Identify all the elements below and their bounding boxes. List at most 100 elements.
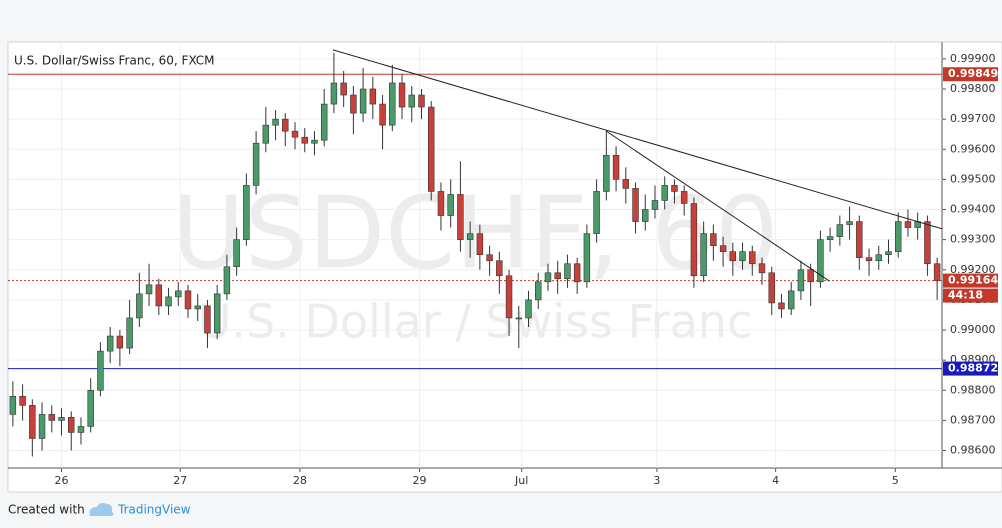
- price-label: 0.99849: [948, 67, 998, 80]
- candle-body: [719, 245, 727, 252]
- trend-line: [332, 49, 943, 230]
- y-tick-label: 0.99900: [950, 52, 996, 65]
- candle-body: [418, 94, 425, 108]
- candle-body: [573, 263, 581, 283]
- candle-body: [165, 296, 172, 307]
- candle-body: [612, 154, 620, 180]
- candle-body: [787, 290, 795, 310]
- x-tick-label: 28: [293, 474, 307, 487]
- candle-body: [97, 350, 104, 391]
- y-tick-label: 0.99200: [950, 263, 996, 276]
- x-tick-label: 27: [173, 474, 187, 487]
- candle-body: [583, 233, 591, 283]
- candle-body: [856, 221, 863, 259]
- candle-body: [155, 284, 163, 307]
- footer-brand[interactable]: TradingView: [117, 503, 191, 517]
- candle-body: [301, 136, 308, 144]
- y-tick-label: 0.98600: [950, 444, 996, 457]
- candle-body: [291, 130, 299, 138]
- candle-body: [836, 224, 844, 237]
- x-tick-label: Jul: [514, 474, 528, 487]
- candle-body: [466, 233, 474, 240]
- candle-body: [535, 281, 542, 301]
- candle-body: [48, 414, 55, 421]
- price-label: 0.98872: [948, 362, 998, 375]
- candle-body: [77, 426, 85, 433]
- y-tick-label: 0.99700: [950, 112, 996, 125]
- candle-body: [106, 335, 114, 352]
- y-tick-label: 0.99600: [950, 142, 996, 155]
- candle-body: [38, 414, 46, 439]
- candle-body: [243, 185, 250, 240]
- x-tick-label: 3: [653, 474, 660, 487]
- candle-body: [758, 263, 766, 274]
- candle-body: [875, 254, 882, 262]
- candle-body: [68, 417, 75, 433]
- candle-body: [282, 118, 289, 132]
- candle-body: [544, 272, 552, 283]
- x-tick-label: 26: [55, 474, 69, 487]
- candle-body: [252, 142, 260, 186]
- candle-body: [826, 236, 834, 240]
- candle-body: [398, 82, 406, 108]
- price-label-box: [943, 361, 998, 376]
- candle-body: [690, 203, 698, 277]
- candle-body: [58, 417, 65, 421]
- watermark-subtitle: U.S. Dollar / Swiss Franc: [198, 295, 753, 349]
- candle-body: [145, 284, 153, 295]
- candle-body: [642, 209, 649, 222]
- price-label-box: [943, 273, 998, 288]
- chart-title: U.S. Dollar/Swiss Franc, 60, FXCM: [14, 54, 215, 68]
- candle-body: [632, 188, 639, 222]
- candle-body: [671, 185, 678, 192]
- plot-layer: 0.986000.987000.988000.989000.990000.991…: [8, 42, 998, 487]
- candle-body: [739, 251, 746, 262]
- candle-body: [894, 221, 902, 252]
- candle-body: [807, 269, 814, 283]
- y-tick-label: 0.99500: [950, 172, 996, 185]
- candle-body: [846, 221, 853, 225]
- candle-body: [194, 305, 201, 310]
- candle-body: [213, 293, 221, 334]
- candle-body: [126, 317, 133, 349]
- y-tick-label: 0.99000: [950, 323, 996, 336]
- countdown-box: [943, 288, 998, 303]
- candle-body: [29, 405, 36, 439]
- candle-body: [904, 221, 912, 228]
- candle-body: [496, 260, 503, 277]
- candle-body: [184, 290, 192, 310]
- chart-frame: [7, 41, 1002, 493]
- candle-body: [885, 251, 892, 255]
- candle-body: [924, 221, 931, 265]
- candle-body: [505, 275, 513, 319]
- candle-body: [389, 82, 396, 126]
- candle-body: [729, 251, 737, 262]
- y-tick-label: 0.99800: [950, 82, 996, 95]
- candle-body: [262, 124, 270, 144]
- candle-body: [865, 257, 873, 262]
- candle-body: [379, 103, 386, 126]
- y-tick-label: 0.98800: [950, 383, 996, 396]
- candle-body: [9, 395, 17, 415]
- footer-prefix: Created with: [8, 503, 85, 517]
- candle-body: [437, 191, 445, 216]
- candle-body: [933, 263, 941, 281]
- countdown: 44:18: [948, 289, 983, 302]
- price-label: 0.99164: [948, 274, 998, 287]
- candle-body: [525, 299, 532, 319]
- candle-body: [320, 103, 328, 141]
- candle-body: [408, 94, 415, 108]
- watermark: USDCHF, 60: [171, 174, 778, 291]
- candle-body: [476, 233, 484, 255]
- candle-body: [817, 239, 824, 283]
- candle-body: [447, 194, 454, 216]
- candle-body: [700, 233, 707, 277]
- candle-body: [710, 233, 717, 246]
- candle-body: [369, 88, 377, 105]
- candle-body: [661, 185, 668, 201]
- candle-body: [603, 154, 610, 192]
- candle-body: [749, 251, 756, 265]
- candle-body: [19, 395, 26, 406]
- candle-body: [223, 266, 231, 295]
